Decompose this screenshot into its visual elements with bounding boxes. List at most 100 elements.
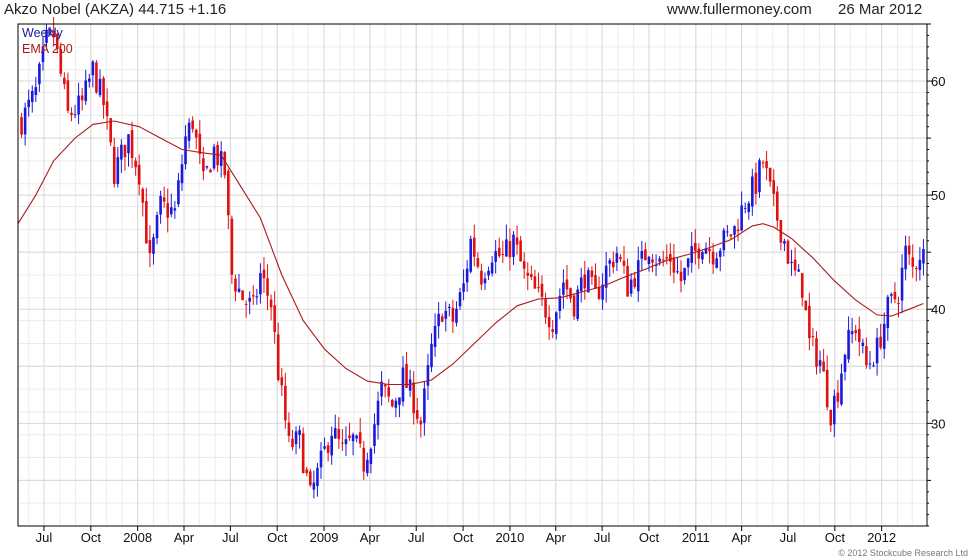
x-tick-label: Apr: [546, 530, 567, 545]
candle: [276, 322, 280, 382]
candle: [587, 267, 590, 293]
candle: [562, 269, 565, 309]
x-tick-label: 2008: [123, 530, 152, 545]
candle: [537, 272, 540, 293]
candle: [829, 409, 833, 432]
candle: [152, 233, 155, 265]
candle: [758, 158, 761, 198]
candle: [640, 240, 644, 272]
candle: [251, 285, 255, 306]
candle: [191, 116, 194, 133]
candle: [230, 215, 234, 284]
y-tick-label: 60: [931, 74, 945, 89]
candle: [80, 87, 84, 111]
x-tick-label: 2012: [867, 530, 896, 545]
candle: [818, 350, 822, 374]
candle: [415, 397, 419, 424]
candle: [312, 470, 316, 499]
candle: [241, 290, 244, 301]
candle: [922, 239, 925, 276]
candle: [223, 151, 227, 179]
candle: [77, 82, 80, 124]
candle: [48, 26, 52, 36]
candle: [430, 333, 433, 372]
candle: [743, 202, 747, 214]
candle: [273, 291, 276, 344]
candle: [761, 160, 765, 169]
candle: [565, 264, 569, 299]
candle: [333, 414, 337, 440]
candle: [109, 118, 112, 147]
candle: [893, 282, 897, 304]
candle: [187, 118, 191, 149]
candle: [490, 256, 494, 277]
candle: [351, 432, 355, 456]
y-tick-label: 40: [931, 302, 945, 317]
candle: [658, 255, 661, 266]
candle: [686, 257, 690, 276]
candle: [216, 141, 219, 173]
candle: [162, 186, 166, 208]
candle: [323, 437, 326, 451]
candle: [619, 254, 622, 262]
candle: [227, 168, 230, 229]
candle: [822, 348, 825, 372]
candle: [177, 172, 180, 207]
candle: [219, 141, 223, 178]
candle: [751, 168, 754, 216]
candle: [145, 187, 148, 244]
candle: [98, 69, 102, 98]
candle: [451, 299, 455, 333]
candle: [515, 225, 519, 255]
candle: [865, 337, 868, 369]
candle: [644, 242, 647, 261]
candle: [130, 121, 134, 169]
candle: [808, 292, 811, 351]
candle: [875, 327, 879, 376]
candle: [341, 428, 344, 451]
candle: [790, 249, 793, 276]
chart-title: Akzo Nobel (AKZA) 44.715 +1.16: [4, 1, 227, 18]
candle: [672, 243, 676, 284]
candle: [647, 255, 651, 272]
candle: [676, 257, 679, 275]
candle: [173, 200, 177, 219]
candle: [526, 262, 530, 291]
candle: [472, 224, 476, 267]
candle: [661, 250, 665, 267]
candle: [793, 247, 797, 277]
candle: [330, 426, 333, 465]
candle: [590, 266, 594, 285]
candle: [298, 425, 301, 449]
candle: [775, 186, 779, 229]
candle: [476, 252, 480, 269]
candle: [904, 235, 907, 281]
candle: [84, 69, 88, 105]
candle: [390, 398, 394, 408]
candle: [483, 272, 487, 291]
candle: [533, 269, 537, 289]
candle: [597, 276, 601, 301]
candle: [594, 263, 597, 289]
candle: [579, 268, 583, 303]
x-tick-label: Apr: [360, 530, 381, 545]
candle: [768, 167, 772, 187]
x-tick-label: Apr: [732, 530, 753, 545]
candle: [366, 452, 369, 477]
candle: [497, 237, 501, 258]
candle: [736, 218, 740, 242]
candle: [683, 267, 686, 285]
candle: [512, 231, 515, 265]
candle: [872, 361, 875, 368]
candle: [394, 397, 398, 418]
candle: [116, 146, 120, 188]
candle: [362, 440, 366, 480]
candle: [309, 468, 312, 487]
candle: [23, 102, 27, 146]
candle: [401, 356, 405, 407]
candle: [868, 350, 872, 370]
candle: [665, 244, 669, 265]
candle: [184, 125, 187, 170]
x-tick-label: Oct: [267, 530, 288, 545]
